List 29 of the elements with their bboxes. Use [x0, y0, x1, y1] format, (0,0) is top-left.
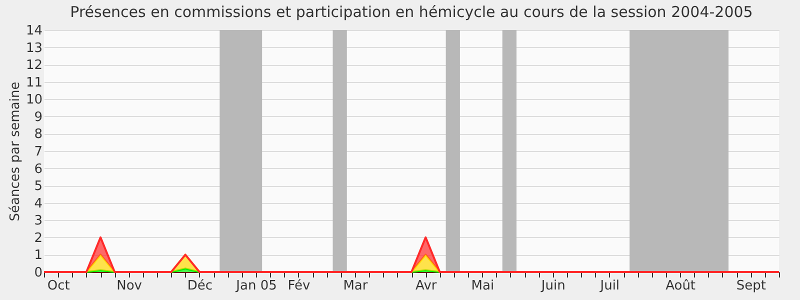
y-tick-label: 13	[26, 40, 42, 56]
x-tick-label: Juil	[599, 278, 620, 294]
y-tick-label: 7	[34, 144, 42, 160]
x-tick-label: Mar	[343, 278, 368, 294]
x-tick-label: Oct	[47, 278, 70, 294]
x-tick-label: Déc	[187, 278, 213, 294]
y-tick-label: 12	[26, 58, 42, 74]
y-tick-label: 6	[34, 162, 42, 177]
y-tick-label: 1	[34, 248, 42, 264]
x-tick-label: Sept	[736, 278, 766, 294]
y-tick-label: 8	[34, 127, 42, 142]
x-tick-label: Avr	[416, 278, 438, 294]
x-tick-label: Jan 05	[235, 278, 277, 294]
y-tick-label: 0	[34, 266, 42, 280]
y-tick-label: 9	[34, 110, 42, 125]
y-tick-label: 4	[34, 196, 42, 212]
y-tick-label: 14	[26, 24, 42, 38]
y-tick-label: 3	[34, 214, 42, 229]
x-tick-label: Juin	[540, 278, 566, 294]
x-tick-label: Mai	[471, 278, 494, 294]
y-tick-label: 10	[26, 92, 42, 108]
x-tick-label: Fév	[288, 278, 310, 294]
y-axis-title: Séances par semaine	[8, 82, 23, 222]
x-tick-label: Nov	[116, 278, 142, 294]
y-tick-label: 5	[34, 179, 42, 194]
y-tick-label: 2	[34, 230, 42, 246]
chart-title: Présences en commissions et participation en hémicycle au cours de la session 2004-2005	[70, 3, 753, 21]
y-tick-label: 11	[26, 75, 42, 90]
x-tick-label: Août	[666, 278, 696, 294]
